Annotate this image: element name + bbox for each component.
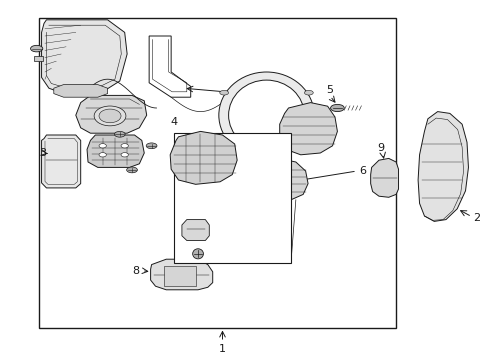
Ellipse shape [94,106,126,126]
Ellipse shape [114,131,125,137]
Ellipse shape [219,90,228,95]
Ellipse shape [192,249,203,259]
Ellipse shape [304,90,313,95]
Bar [163,266,195,286]
Polygon shape [41,135,81,188]
Polygon shape [279,103,337,155]
Ellipse shape [30,45,43,52]
Text: 4: 4 [170,117,177,127]
Text: 9: 9 [376,143,383,153]
Text: 8: 8 [132,266,139,276]
Ellipse shape [121,153,128,157]
Polygon shape [248,158,307,202]
Polygon shape [182,220,209,240]
Text: 6: 6 [359,166,366,176]
Polygon shape [149,36,190,97]
Text: 2: 2 [472,213,480,223]
Bar [39,18,395,328]
Text: 1: 1 [219,344,225,354]
Ellipse shape [330,104,344,112]
Ellipse shape [121,144,128,148]
Polygon shape [170,131,237,184]
Polygon shape [54,85,107,97]
Polygon shape [417,112,468,221]
Ellipse shape [126,167,137,173]
Polygon shape [41,20,127,94]
Text: 7: 7 [232,87,239,97]
Text: 3: 3 [40,148,46,158]
Polygon shape [150,259,212,290]
Text: 5: 5 [326,85,333,95]
Ellipse shape [99,109,121,123]
Polygon shape [370,158,398,197]
Polygon shape [87,135,144,167]
Ellipse shape [146,143,157,149]
Ellipse shape [99,144,106,148]
Bar [34,56,42,61]
Polygon shape [76,95,146,133]
Ellipse shape [262,158,270,163]
Ellipse shape [228,80,304,150]
Bar [173,133,290,263]
Ellipse shape [219,72,314,158]
Ellipse shape [99,153,106,157]
